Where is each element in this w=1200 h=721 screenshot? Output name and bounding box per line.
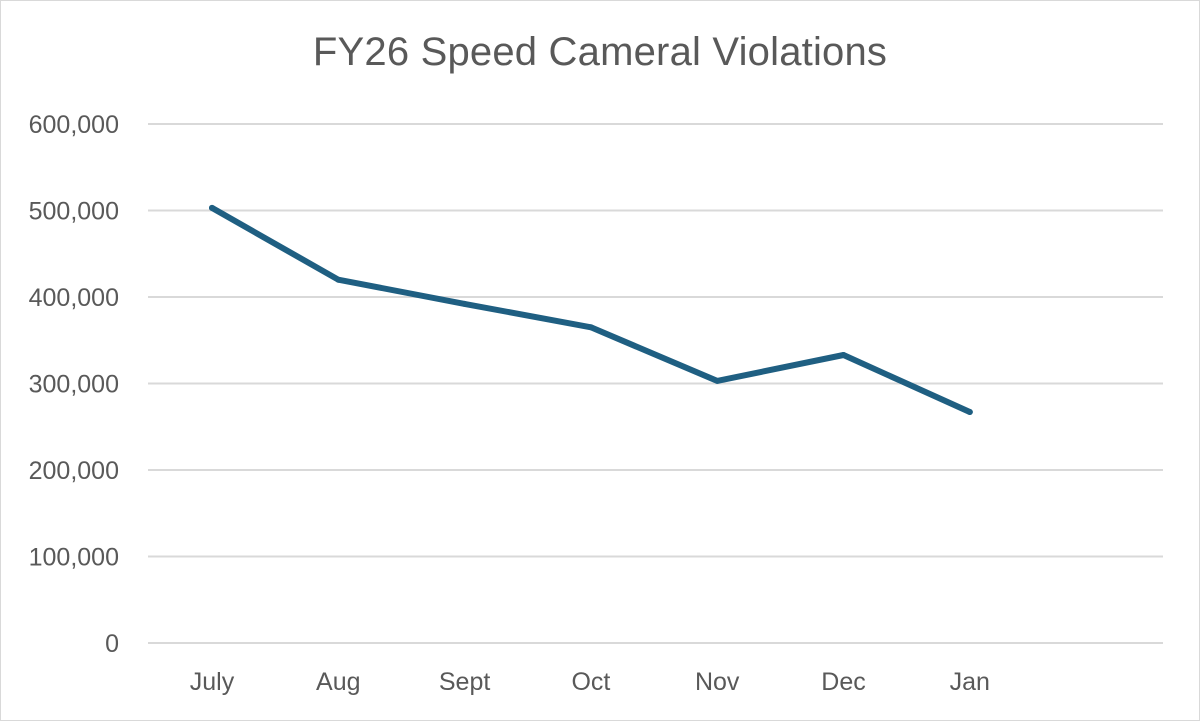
data-point: [209, 204, 215, 211]
data-point: [335, 276, 342, 283]
series-line: [209, 204, 973, 415]
x-axis-tick-labels: July Aug Sept Oct Nov Dec Jan: [190, 668, 990, 696]
x-tick-label: Aug: [316, 668, 360, 696]
data-point: [587, 324, 594, 331]
x-tick-label: July: [190, 668, 235, 696]
x-tick-label: Oct: [571, 668, 610, 696]
data-point: [461, 300, 468, 307]
y-tick-label: 600,000: [29, 111, 119, 139]
y-tick-label: 200,000: [29, 457, 119, 485]
x-tick-label: Dec: [821, 668, 865, 696]
y-tick-label: 500,000: [29, 198, 119, 226]
data-point: [966, 409, 973, 416]
gridlines: [148, 123, 1163, 644]
y-tick-label: 100,000: [29, 544, 119, 572]
y-axis-tick-labels: 0 100,000 200,000 300,000 400,000 500,000 600,…: [29, 111, 119, 658]
y-tick-label: 400,000: [29, 284, 119, 312]
x-tick-label: Nov: [695, 668, 740, 696]
data-point: [714, 377, 721, 384]
data-point: [840, 351, 847, 358]
y-tick-label: 300,000: [29, 371, 119, 399]
x-tick-label: Sept: [439, 668, 490, 696]
series-layer: [209, 204, 973, 416]
x-tick-label: Jan: [950, 668, 990, 696]
y-tick-label: 0: [105, 630, 119, 658]
chart-title: FY26 Speed Cameral Violations: [312, 30, 888, 74]
